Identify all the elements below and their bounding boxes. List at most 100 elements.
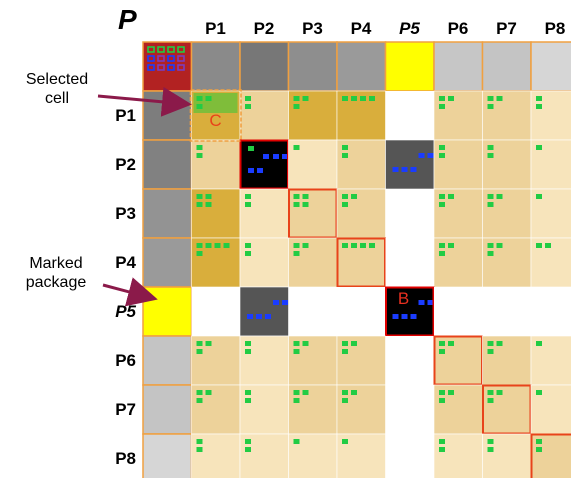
row-header-cell-p2	[142, 139, 193, 190]
dependency-dot	[448, 390, 454, 395]
dependency-dot	[263, 154, 269, 159]
dependency-dot	[342, 390, 348, 395]
dependency-dot	[245, 243, 251, 248]
dependency-dot	[351, 96, 357, 101]
dependency-dot	[342, 398, 348, 403]
dependency-dot	[223, 243, 230, 248]
dependency-dot	[196, 96, 203, 101]
dependency-dot	[401, 167, 408, 172]
matrix-cell	[385, 139, 435, 190]
dependency-dot	[439, 145, 445, 150]
dependency-dot	[439, 341, 445, 346]
dependency-dot	[439, 251, 445, 256]
column-header-cell-p8	[530, 41, 571, 92]
selected-cell-arrow	[97, 86, 192, 117]
dependency-dot	[418, 153, 425, 158]
dependency-dot	[245, 349, 251, 354]
dependency-dot	[196, 153, 203, 158]
dependency-dot	[302, 243, 309, 248]
corner-dot	[157, 55, 165, 62]
dependency-dot	[196, 251, 203, 256]
dependency-dot	[392, 167, 399, 172]
dependency-dot	[293, 349, 300, 354]
dependency-dot	[245, 390, 251, 395]
dependency-dot	[245, 398, 251, 403]
selected-cell-fill	[193, 93, 238, 113]
dependency-dot	[439, 96, 445, 101]
dependency-dot	[196, 104, 203, 109]
row-header-cell-p5	[142, 286, 193, 337]
dependency-dot	[410, 167, 417, 172]
column-label-p6: P6	[447, 19, 469, 38]
dependency-dot	[487, 349, 494, 354]
dependency-dot	[214, 243, 221, 248]
dependency-dot	[351, 194, 357, 199]
row-label-p6: P6	[115, 351, 136, 370]
dependency-dot	[439, 390, 445, 395]
dependency-dot	[369, 96, 375, 101]
dependency-dot	[487, 194, 494, 199]
dependency-dot	[196, 145, 203, 150]
dependency-dot	[536, 447, 542, 452]
dependency-dot	[536, 390, 542, 395]
marked-package-callout-text: Marked package	[25, 255, 87, 291]
row-header-cell-p1	[142, 90, 193, 141]
dependency-dot	[196, 243, 203, 248]
diagonal-highlight	[336, 237, 386, 288]
dependency-dot	[360, 96, 366, 101]
corner-dot	[177, 64, 185, 71]
corner-dot	[157, 64, 165, 71]
matrix-title: P	[118, 4, 137, 35]
matrix-cell	[239, 286, 289, 337]
matrix-cell	[482, 287, 531, 336]
dependency-dot	[536, 341, 542, 346]
column-label-p2: P2	[253, 19, 275, 38]
dependency-dot	[282, 154, 288, 159]
dependency-dot	[196, 390, 203, 395]
dependency-dot	[248, 168, 254, 173]
dependency-dot	[245, 439, 251, 444]
matrix-cell	[434, 287, 483, 336]
dependency-dot	[282, 300, 288, 305]
row-label-p2: P2	[115, 155, 136, 174]
dependency-dot	[293, 398, 300, 403]
dependency-dot	[487, 398, 494, 403]
selected-cell-callout: Selected cell	[12, 70, 102, 108]
matrix-cell	[191, 287, 240, 336]
dependency-dot	[265, 314, 271, 319]
dependency-dot	[439, 349, 445, 354]
dependency-dot	[342, 243, 348, 248]
row-header-cell-p3	[142, 188, 193, 239]
dependency-dot	[342, 145, 348, 150]
dependency-dot	[487, 96, 494, 101]
dependency-dot	[487, 390, 494, 395]
dependency-dot	[293, 96, 300, 101]
row-label-p3: P3	[115, 204, 136, 223]
row-label-p1: P1	[115, 106, 136, 125]
column-header-cell-p3	[287, 41, 338, 92]
dependency-dot	[418, 300, 425, 305]
dependency-dot	[351, 390, 357, 395]
marked-package-callout: Marked package	[8, 254, 104, 292]
dependency-dot	[245, 202, 251, 207]
column-header-cell-p7	[481, 41, 532, 92]
diagonal-highlight	[433, 335, 483, 386]
dependency-dot	[245, 341, 251, 346]
dependency-dot	[247, 314, 253, 319]
row-header-cell-p7	[142, 384, 193, 435]
dependency-dot	[245, 251, 251, 256]
column-header-cell-p2	[239, 41, 290, 92]
dependency-dot	[257, 168, 263, 173]
dependency-dot	[205, 96, 212, 101]
column-header-cell-p5	[384, 41, 435, 92]
dependency-dot	[487, 251, 494, 256]
row-header-cell-p8	[142, 433, 193, 478]
row-label-p5: P5	[115, 302, 136, 321]
column-label-p1: P1	[205, 19, 226, 38]
dependency-dot	[302, 341, 309, 346]
dependency-dot	[448, 194, 454, 199]
dependency-dot	[256, 314, 262, 319]
dependency-dot	[302, 96, 309, 101]
dependency-dot	[392, 314, 399, 319]
dependency-dot	[351, 243, 357, 248]
